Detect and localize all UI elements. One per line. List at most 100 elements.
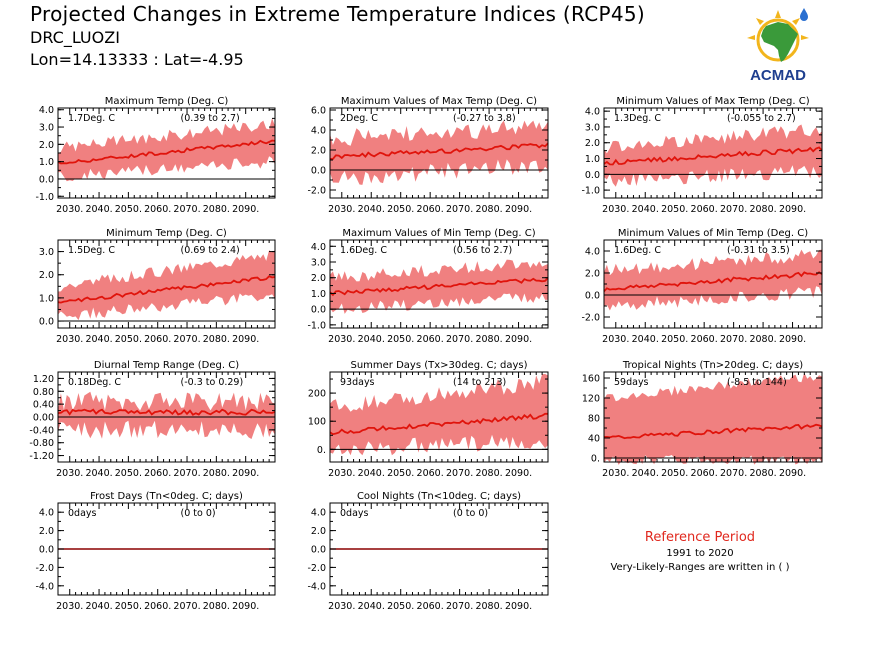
y-tick-label: 4.0 — [311, 126, 326, 137]
range-band — [330, 120, 548, 185]
x-tick-label: 2050. — [387, 601, 414, 612]
x-tick-label: 2050. — [661, 204, 688, 215]
median-line — [57, 139, 276, 165]
x-tick-label: 2040. — [85, 468, 112, 479]
chart-title: Maximum Values of Min Temp (Deg. C) — [342, 228, 535, 239]
x-tick-label: 2090. — [232, 468, 259, 479]
y-tick-label: -2.0 — [307, 563, 326, 574]
chart-title: Minimum Values of Max Temp (Deg. C) — [616, 96, 809, 107]
acmad-logo-text: ACMAD — [750, 67, 806, 84]
y-tick-label: 0.0 — [39, 545, 54, 556]
x-tick-label: 2060. — [691, 468, 718, 479]
x-tick-label: 2040. — [632, 468, 659, 479]
chart-panel-tr: 160 120 80 40 0.2030. 2040. 2050. 2060. 2070. 208… — [582, 360, 823, 479]
x-tick-label: 2090. — [505, 204, 532, 215]
y-tick-label: 2.0 — [39, 270, 54, 281]
median-line — [57, 275, 276, 304]
range-label: (0.56 to 2.7) — [453, 245, 512, 256]
chart-title: Tropical Nights (Tn>20deg. C; days) — [622, 360, 803, 371]
reference-legend: Reference Period 1991 to 2020 Very-Likel… — [560, 530, 840, 573]
y-tick-label: -1.0 — [307, 320, 326, 331]
chart-title: Frost Days (Tn<0deg. C; days) — [90, 491, 243, 502]
africa-continent-icon — [761, 22, 798, 62]
x-tick-label: 2040. — [358, 601, 385, 612]
x-tick-label: 2070. — [173, 468, 200, 479]
y-tick-label: 40 — [588, 434, 600, 445]
y-tick-label: 0.0 — [311, 305, 326, 316]
chart-panel-su: 200 100 0. 2030. 2040. 2050. 2060. 2070. 2080. 20… — [308, 360, 549, 479]
x-tick-label: 2080. — [203, 601, 230, 612]
range-band — [604, 249, 822, 311]
x-tick-label: 2070. — [720, 468, 747, 479]
x-tick-label: 2080. — [203, 468, 230, 479]
reference-period-title: Reference Period — [644, 530, 756, 545]
x-tick-label: 2070. — [446, 601, 473, 612]
change-label: 0.18Deg. C — [68, 377, 121, 388]
median-line — [329, 142, 549, 160]
change-label: 1.5Deg. C — [68, 245, 115, 256]
x-tick-label: 2090. — [232, 204, 259, 215]
y-tick-label: 120 — [582, 394, 600, 405]
y-tick-label: 1.0 — [39, 293, 54, 304]
y-tick-label: -0.40 — [29, 425, 54, 436]
x-tick-label: 2080. — [749, 204, 776, 215]
x-tick-label: 2080. — [475, 204, 502, 215]
x-tick-label: 2070. — [173, 601, 200, 612]
x-tick-label: 2080. — [475, 601, 502, 612]
x-tick-label: 2060. — [144, 468, 171, 479]
y-tick-label: 100 — [308, 417, 326, 428]
y-tick-label: 3.0 — [39, 123, 54, 134]
change-label: 1.6Deg. C — [614, 245, 661, 256]
x-tick-label: 2050. — [661, 468, 688, 479]
y-tick-label: 2.0 — [585, 138, 600, 149]
range-band — [330, 374, 548, 456]
range-band — [604, 124, 822, 187]
x-tick-label: 2070. — [446, 204, 473, 215]
x-tick-label: 2040. — [358, 204, 385, 215]
y-tick-label: 3.0 — [39, 247, 54, 258]
change-label: 93days — [340, 377, 375, 388]
y-tick-label: -2.0 — [35, 563, 54, 574]
x-tick-label: 2070. — [446, 334, 473, 345]
y-tick-label: 4.0 — [311, 508, 326, 519]
range-label: (0.69 to 2.4) — [181, 245, 240, 256]
x-tick-label: 2040. — [358, 334, 385, 345]
chart-title: Maximum Values of Max Temp (Deg. C) — [341, 96, 537, 107]
chart-title: Cool Nights (Tn<10deg. C; days) — [357, 491, 521, 502]
page-title: Projected Changes in Extreme Temperature… — [30, 2, 646, 26]
y-tick-label: 0.40 — [33, 400, 54, 411]
x-tick-label: 2050. — [115, 334, 142, 345]
y-tick-label: 0. — [591, 454, 600, 465]
y-tick-label: 1.0 — [311, 289, 326, 300]
y-tick-label: 3.0 — [585, 122, 600, 133]
x-tick-label: 2070. — [173, 334, 200, 345]
range-label: (-0.31 to 3.5) — [727, 245, 790, 256]
x-tick-label: 2040. — [85, 204, 112, 215]
range-label: (0.39 to 2.7) — [181, 113, 240, 124]
x-tick-label: 2030. — [602, 334, 629, 345]
median-line — [604, 423, 823, 440]
y-tick-label: 4.0 — [585, 107, 600, 118]
plot-frame — [329, 239, 549, 329]
change-label: 1.6Deg. C — [340, 245, 387, 256]
range-label: (0 to 0) — [453, 508, 488, 519]
x-tick-label: 2050. — [387, 204, 414, 215]
y-tick-label: 2.0 — [311, 146, 326, 157]
x-tick-label: 2080. — [203, 334, 230, 345]
y-tick-label: 6.0 — [311, 106, 326, 117]
change-label: 59days — [614, 377, 649, 388]
x-tick-label: 2040. — [632, 204, 659, 215]
x-tick-label: 2060. — [144, 601, 171, 612]
x-tick-label: 2090. — [779, 204, 806, 215]
x-tick-label: 2090. — [232, 601, 259, 612]
x-tick-label: 2060. — [691, 204, 718, 215]
y-tick-label: 0.0 — [585, 170, 600, 181]
median-line — [329, 412, 548, 436]
x-tick-label: 2070. — [720, 204, 747, 215]
x-tick-label: 2090. — [232, 334, 259, 345]
x-tick-label: 2050. — [115, 204, 142, 215]
